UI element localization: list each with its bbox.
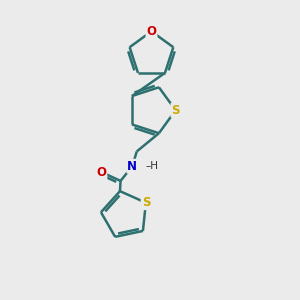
Text: O: O	[96, 166, 106, 178]
Text: S: S	[142, 196, 150, 209]
Text: –H: –H	[146, 161, 159, 171]
Text: N: N	[127, 160, 137, 173]
Text: S: S	[171, 104, 180, 117]
Text: O: O	[146, 25, 157, 38]
